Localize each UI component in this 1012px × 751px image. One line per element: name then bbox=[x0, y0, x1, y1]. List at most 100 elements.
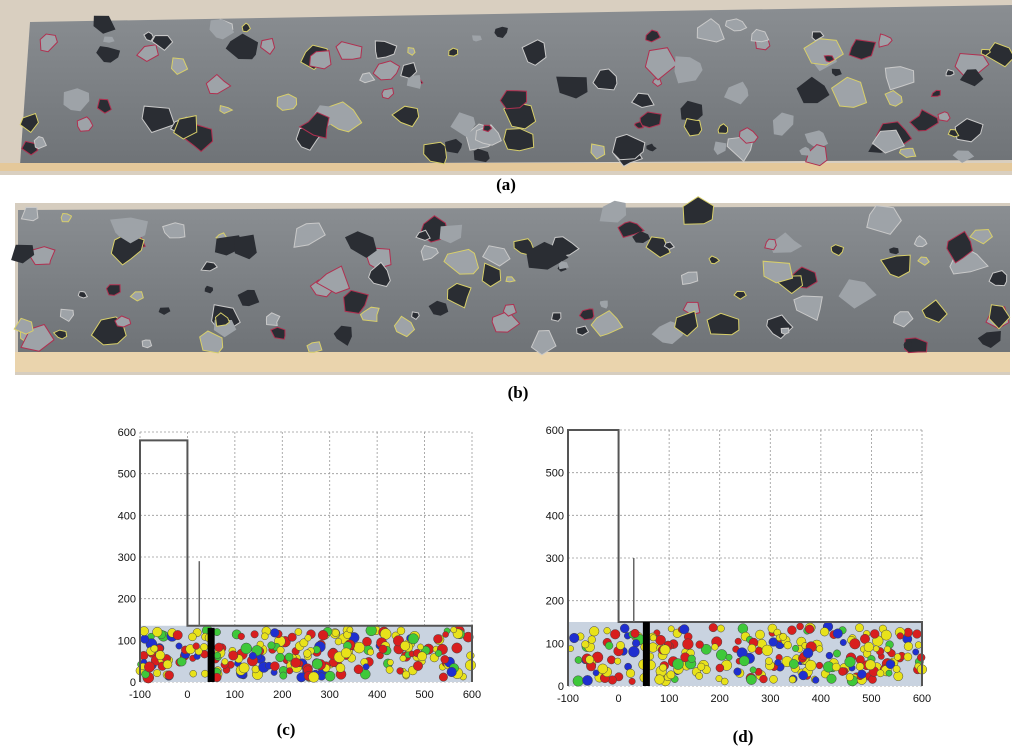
particle bbox=[268, 642, 275, 649]
particle bbox=[604, 627, 611, 634]
y-tick-label: 300 bbox=[546, 553, 564, 565]
particle bbox=[141, 635, 149, 643]
particle bbox=[683, 639, 694, 650]
particle bbox=[655, 675, 665, 685]
particle bbox=[575, 656, 582, 663]
particle bbox=[433, 634, 442, 643]
y-tick-label: 500 bbox=[546, 468, 564, 480]
particle bbox=[780, 633, 787, 640]
particle bbox=[588, 636, 596, 644]
particle bbox=[886, 670, 892, 676]
x-tick-label: 300 bbox=[321, 689, 339, 701]
particle bbox=[379, 645, 387, 653]
particle bbox=[325, 671, 335, 681]
y-tick-label: 0 bbox=[558, 681, 564, 693]
particle bbox=[413, 661, 422, 670]
particle bbox=[261, 633, 268, 640]
particle bbox=[750, 667, 756, 673]
particle bbox=[610, 630, 620, 640]
x-tick-label: -100 bbox=[129, 689, 151, 701]
particle bbox=[176, 643, 182, 649]
particle bbox=[797, 623, 804, 630]
particle bbox=[153, 669, 160, 676]
x-tick-label: 100 bbox=[660, 693, 678, 705]
photo-b bbox=[11, 197, 1010, 375]
figure-canvas: (a) (b) -1000100200300400500600010020030… bbox=[0, 0, 1012, 751]
y-tick-label: 400 bbox=[546, 510, 564, 522]
y-tick-label: 200 bbox=[546, 596, 564, 608]
particle bbox=[881, 630, 891, 640]
y-tick-label: 100 bbox=[118, 635, 136, 647]
particle bbox=[904, 642, 913, 651]
particle bbox=[239, 663, 249, 673]
particle bbox=[709, 623, 717, 631]
photo-a bbox=[0, 0, 1012, 175]
particle bbox=[363, 664, 369, 670]
particle bbox=[840, 639, 846, 645]
particle bbox=[347, 627, 353, 633]
particle bbox=[153, 627, 163, 637]
particle bbox=[748, 644, 756, 652]
particle bbox=[789, 676, 796, 683]
particle bbox=[668, 626, 674, 632]
particle bbox=[816, 646, 823, 653]
particle bbox=[827, 674, 836, 683]
particle bbox=[629, 646, 640, 657]
particle bbox=[312, 659, 322, 669]
particle bbox=[659, 664, 666, 671]
aggregate bbox=[781, 328, 789, 334]
particle bbox=[190, 670, 197, 677]
aggregate bbox=[552, 313, 561, 321]
particle bbox=[805, 660, 816, 671]
particle bbox=[193, 643, 200, 650]
particle bbox=[215, 643, 224, 652]
particle bbox=[144, 662, 154, 672]
particle bbox=[726, 654, 732, 660]
particle bbox=[789, 659, 798, 668]
particle bbox=[739, 656, 749, 666]
particle bbox=[716, 664, 724, 672]
particle bbox=[586, 655, 594, 663]
particle bbox=[721, 678, 728, 685]
particle bbox=[812, 677, 819, 684]
x-tick-label: 500 bbox=[862, 693, 880, 705]
x-tick-label: 600 bbox=[463, 689, 481, 701]
particle bbox=[762, 645, 773, 656]
aggregate bbox=[142, 340, 151, 348]
particle bbox=[276, 653, 285, 662]
particle bbox=[270, 662, 279, 671]
particle bbox=[303, 650, 311, 658]
particle bbox=[915, 642, 922, 649]
figure: (a) (b) -1000100200300400500600010020030… bbox=[0, 0, 1012, 751]
particle bbox=[156, 651, 165, 660]
particle bbox=[734, 668, 742, 676]
particle bbox=[696, 641, 704, 649]
particle bbox=[295, 628, 302, 635]
particle bbox=[308, 672, 318, 682]
particle bbox=[188, 633, 196, 641]
x-tick-label: 300 bbox=[761, 693, 779, 705]
particle bbox=[467, 652, 475, 660]
particle bbox=[775, 659, 781, 665]
particle bbox=[305, 635, 311, 641]
particle bbox=[620, 624, 629, 633]
particle bbox=[650, 635, 656, 641]
y-tick-label: 100 bbox=[546, 638, 564, 650]
particle bbox=[397, 627, 405, 635]
particle bbox=[873, 646, 879, 652]
x-tick-label: 200 bbox=[273, 689, 291, 701]
particle bbox=[447, 667, 457, 677]
y-tick-label: 500 bbox=[118, 469, 136, 481]
x-tick-label: 0 bbox=[616, 693, 622, 705]
particle bbox=[435, 650, 442, 657]
particle bbox=[746, 675, 756, 685]
particle bbox=[688, 655, 696, 663]
particle bbox=[354, 642, 365, 653]
particle bbox=[214, 652, 221, 659]
particle bbox=[354, 665, 363, 674]
particle bbox=[893, 665, 900, 672]
x-tick-label: 500 bbox=[415, 689, 433, 701]
particle bbox=[386, 666, 393, 673]
particle bbox=[400, 641, 409, 650]
particle bbox=[582, 641, 589, 648]
